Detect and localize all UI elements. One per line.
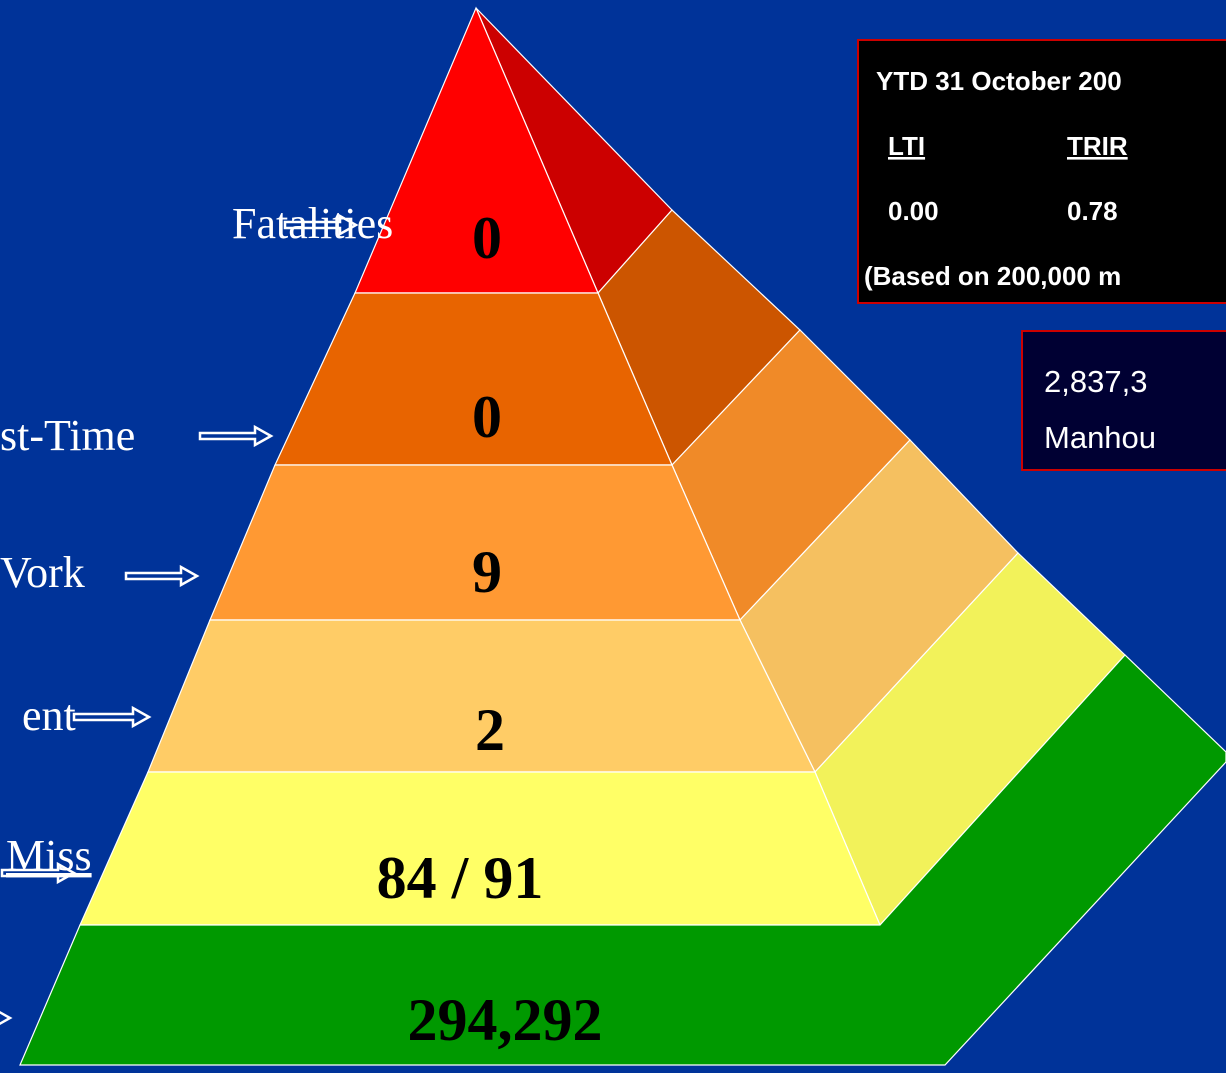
manhours-line: Manhou [1044, 420, 1156, 455]
arrow [0, 1010, 13, 1026]
level-label: st-Time [0, 411, 135, 460]
manhours-line: 2,837,3 [1044, 364, 1147, 399]
tier-value: 84 / 91 [377, 845, 544, 911]
green-tier [19, 654, 1226, 1066]
stats-value: 0.00 [888, 196, 939, 226]
stats-header: TRIR [1067, 131, 1128, 161]
tier-value: 0 [472, 205, 502, 271]
level-label: ent [22, 691, 76, 740]
level-label: Miss [6, 831, 92, 880]
arrow [283, 213, 359, 237]
tier-value: 0 [472, 384, 502, 450]
stats-title: YTD 31 October 200 [876, 66, 1122, 96]
manhours-box [1021, 330, 1226, 471]
level-label: Fatalities [232, 199, 393, 248]
stats-header: LTI [888, 131, 925, 161]
tier-value: 294,292 [408, 987, 603, 1053]
arrow [124, 564, 200, 588]
tier-value: 9 [472, 539, 502, 605]
arrow [198, 424, 274, 448]
stats-note: (Based on 200,000 m [864, 261, 1121, 291]
level-label: Vork [0, 548, 85, 597]
arrow [0, 861, 77, 885]
stats-box [857, 39, 1226, 304]
stats-value: 0.78 [1067, 196, 1118, 226]
arrow [72, 705, 152, 729]
tier-value: 2 [475, 697, 505, 763]
